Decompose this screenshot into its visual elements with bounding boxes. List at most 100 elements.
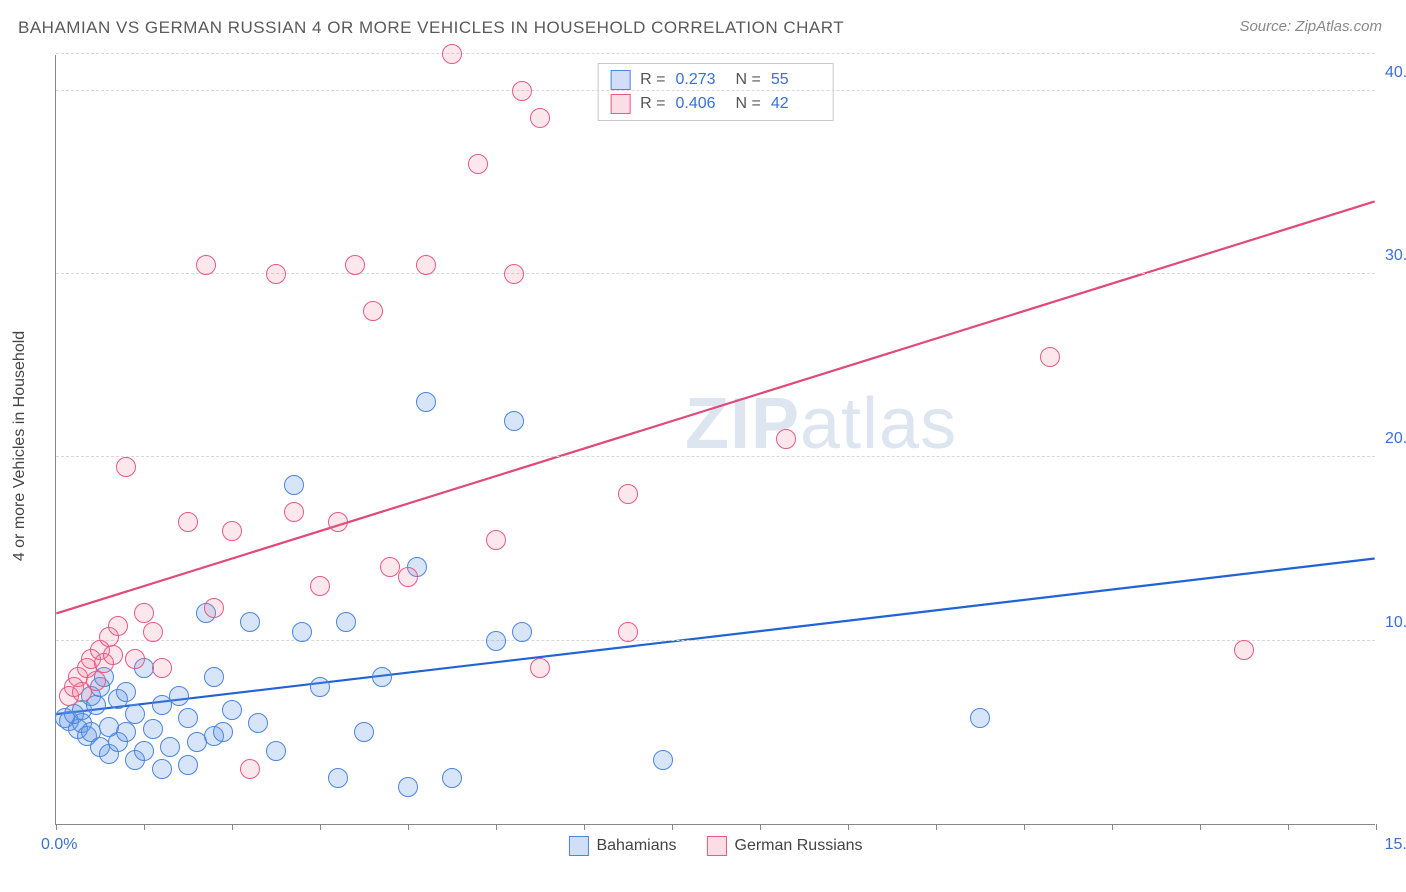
- scatter-point: [266, 741, 286, 761]
- scatter-point: [653, 750, 673, 770]
- scatter-point: [86, 671, 106, 691]
- scatter-point: [618, 484, 638, 504]
- gridline: [56, 53, 1375, 54]
- x-tick-mark: [672, 824, 673, 830]
- x-tick-mark: [1112, 824, 1113, 830]
- x-axis-max-label: 15.0%: [1385, 836, 1406, 854]
- scatter-point: [776, 429, 796, 449]
- gridline: [56, 640, 1375, 641]
- stats-box: R = 0.273 N = 55 R = 0.406 N = 42: [597, 63, 834, 121]
- x-tick-mark: [144, 824, 145, 830]
- gridline: [56, 273, 1375, 274]
- y-axis-label: 4 or more Vehicles in Household: [11, 331, 29, 561]
- y-tick-label: 30.0%: [1385, 247, 1406, 265]
- x-tick-mark: [408, 824, 409, 830]
- x-axis-ticks: [56, 824, 1375, 830]
- scatter-point: [512, 81, 532, 101]
- scatter-point: [116, 722, 136, 742]
- scatter-point: [328, 768, 348, 788]
- x-tick-mark: [584, 824, 585, 830]
- scatter-point: [108, 616, 128, 636]
- swatch-icon: [610, 70, 630, 90]
- legend-label: German Russians: [735, 837, 863, 855]
- chart-title: BAHAMIAN VS GERMAN RUSSIAN 4 OR MORE VEH…: [18, 18, 844, 38]
- scatter-point: [222, 521, 242, 541]
- stats-row-series-b: R = 0.406 N = 42: [610, 92, 821, 116]
- scatter-point: [152, 759, 172, 779]
- x-tick-mark: [320, 824, 321, 830]
- scatter-point: [222, 700, 242, 720]
- scatter-point: [134, 741, 154, 761]
- scatter-point: [196, 255, 216, 275]
- x-axis-min-label: 0.0%: [41, 836, 77, 854]
- scatter-point: [248, 713, 268, 733]
- scatter-point: [618, 622, 638, 642]
- x-tick-mark: [1200, 824, 1201, 830]
- scatter-point: [152, 658, 172, 678]
- x-tick-mark: [760, 824, 761, 830]
- stats-row-series-a: R = 0.273 N = 55: [610, 68, 821, 92]
- swatch-icon: [707, 836, 727, 856]
- legend-item-b: German Russians: [707, 836, 863, 856]
- scatter-point: [372, 667, 392, 687]
- stat-n-value: 42: [771, 95, 821, 113]
- source-credit: Source: ZipAtlas.com: [1239, 18, 1382, 35]
- scatter-point: [204, 667, 224, 687]
- trend-line: [56, 201, 1374, 613]
- x-tick-mark: [56, 824, 57, 830]
- scatter-point: [143, 622, 163, 642]
- stat-n-label: N =: [736, 71, 761, 89]
- chart-legend: Bahamians German Russians: [568, 836, 862, 856]
- scatter-point: [310, 677, 330, 697]
- scatter-point: [442, 44, 462, 64]
- scatter-point: [292, 622, 312, 642]
- y-tick-label: 10.0%: [1385, 614, 1406, 632]
- scatter-point: [266, 264, 286, 284]
- scatter-point: [486, 631, 506, 651]
- gridline: [56, 456, 1375, 457]
- legend-label: Bahamians: [596, 837, 676, 855]
- x-tick-mark: [1288, 824, 1289, 830]
- x-tick-mark: [1024, 824, 1025, 830]
- scatter-point: [398, 567, 418, 587]
- trend-line: [56, 559, 1374, 715]
- stat-r-value: 0.273: [676, 71, 726, 89]
- watermark: ZIPatlas: [685, 383, 957, 465]
- scatter-point: [103, 645, 123, 665]
- scatter-point: [178, 755, 198, 775]
- scatter-point: [345, 255, 365, 275]
- x-tick-mark: [936, 824, 937, 830]
- scatter-point: [1234, 640, 1254, 660]
- scatter-point: [398, 777, 418, 797]
- gridline: [56, 90, 1375, 91]
- scatter-point: [530, 108, 550, 128]
- scatter-point: [125, 649, 145, 669]
- scatter-point: [336, 612, 356, 632]
- scatter-point: [363, 301, 383, 321]
- y-tick-label: 40.0%: [1385, 64, 1406, 82]
- scatter-point: [284, 475, 304, 495]
- scatter-point: [486, 530, 506, 550]
- stat-r-label: R =: [640, 71, 665, 89]
- swatch-icon: [610, 94, 630, 114]
- scatter-point: [504, 264, 524, 284]
- scatter-point: [240, 612, 260, 632]
- stat-r-value: 0.406: [676, 95, 726, 113]
- scatter-point: [354, 722, 374, 742]
- y-tick-label: 20.0%: [1385, 430, 1406, 448]
- scatter-point: [125, 704, 145, 724]
- stat-r-label: R =: [640, 95, 665, 113]
- stat-n-value: 55: [771, 71, 821, 89]
- scatter-plot-area: ZIPatlas R = 0.273 N = 55 R = 0.406 N = …: [55, 55, 1375, 825]
- scatter-point: [134, 603, 154, 623]
- scatter-point: [310, 576, 330, 596]
- scatter-point: [416, 255, 436, 275]
- stat-n-label: N =: [736, 95, 761, 113]
- swatch-icon: [568, 836, 588, 856]
- scatter-point: [116, 682, 136, 702]
- scatter-point: [213, 722, 233, 742]
- trend-lines-svg: [56, 55, 1375, 824]
- scatter-point: [1040, 347, 1060, 367]
- scatter-point: [240, 759, 260, 779]
- scatter-point: [504, 411, 524, 431]
